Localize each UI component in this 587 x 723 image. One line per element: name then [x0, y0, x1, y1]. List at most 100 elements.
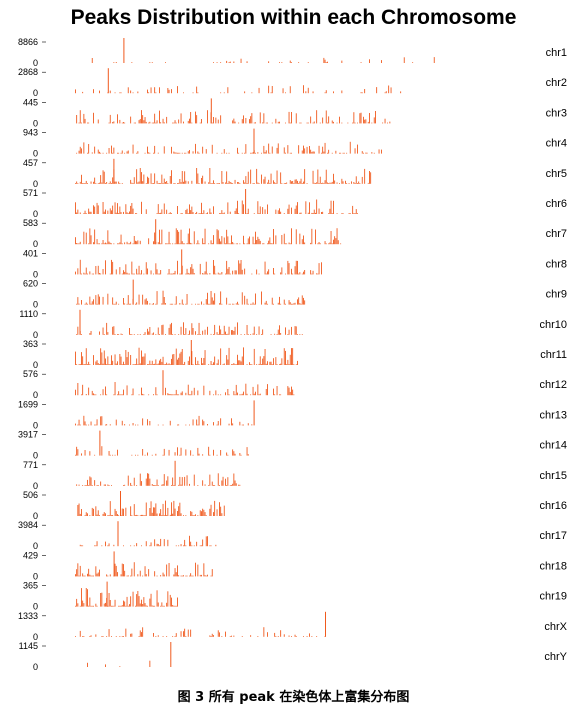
peak-bar [193, 231, 195, 245]
peak-bar [299, 233, 301, 245]
peak-bar [183, 575, 184, 577]
peak-bar [185, 180, 187, 184]
peak-bar [130, 506, 132, 516]
peak-bar [100, 481, 102, 486]
y-max-label-chrY: 1145 [19, 641, 38, 651]
peak-bar [121, 563, 123, 577]
peak-bar [160, 575, 162, 577]
peak-bar [93, 508, 94, 516]
peak-bar [133, 273, 135, 275]
peak-bar [102, 202, 104, 214]
peak-bar [180, 447, 182, 456]
peak-bar [144, 299, 146, 305]
peak-bar [168, 563, 170, 577]
peak-bar [238, 122, 240, 124]
peak-bar [95, 361, 97, 365]
peak-bar [180, 182, 182, 184]
peak-bar [131, 182, 133, 184]
peak-bar [151, 303, 153, 305]
peak-bar [154, 539, 156, 547]
peak-bar [196, 168, 198, 184]
peak-bar [203, 273, 205, 275]
peak-bar [189, 228, 190, 245]
peak-bar [180, 513, 182, 516]
peak-bar [87, 183, 88, 184]
peak-bar [239, 453, 241, 456]
peak-bar [190, 210, 192, 214]
peak-bar [256, 269, 258, 275]
peak-bar [118, 243, 120, 245]
peak-bar [276, 147, 278, 154]
peak-bar [180, 213, 182, 214]
peak-bar [389, 121, 391, 124]
peak-bar [109, 114, 111, 124]
peak-bar [150, 593, 152, 607]
peak-bar [107, 484, 109, 486]
peak-bar [281, 183, 283, 184]
peak-bar [197, 564, 199, 577]
peak-bar [309, 202, 310, 214]
peak-bar [211, 122, 213, 124]
peak-bar [149, 121, 151, 124]
peak-bar [96, 541, 98, 547]
peak-bar [256, 364, 258, 365]
peak-bar [88, 243, 90, 245]
peak-bar [237, 200, 238, 214]
peak-bar [207, 110, 208, 124]
peak-bar [217, 183, 219, 184]
peak-bar [238, 182, 240, 184]
peak-bar [262, 358, 264, 365]
peak-bar [199, 545, 201, 547]
peak-bar [150, 501, 152, 516]
peak-bars-chr1 [91, 38, 435, 63]
peak-bar [123, 600, 124, 607]
peak-bar [131, 261, 133, 275]
peak-bar [265, 122, 267, 124]
peak-bar [97, 205, 99, 214]
peak-bar [201, 357, 202, 365]
peak-bar [78, 484, 80, 486]
peak-bar [329, 182, 331, 184]
peak-bar [226, 485, 228, 486]
peak-bar [256, 168, 258, 184]
peak-bar [153, 241, 154, 245]
peak-bar [181, 477, 183, 486]
peak-bar [100, 273, 102, 275]
peak-bar [181, 299, 183, 305]
peak-bar [324, 180, 326, 184]
peak-bar [226, 260, 228, 275]
peak-bar [94, 177, 96, 184]
peak-bar [143, 334, 145, 335]
peak-bar [131, 394, 133, 396]
peak-bar [85, 348, 87, 365]
peak-bar [298, 297, 300, 305]
peak-bar [234, 480, 236, 486]
peak-bar [132, 183, 134, 184]
peak-bar [255, 391, 256, 396]
peak-bar [215, 544, 217, 547]
peak-bar [90, 477, 92, 486]
peak-bar [143, 273, 145, 275]
peak-bar [276, 386, 278, 396]
peak-bar [217, 421, 219, 426]
peak-bar [246, 243, 248, 245]
peak-bar [169, 514, 171, 516]
peak-bar [196, 541, 198, 547]
peak-bar [171, 358, 172, 365]
peak-bar [84, 118, 86, 124]
peak-bar [102, 269, 104, 275]
peak-bar [214, 356, 216, 365]
peak-bar [268, 85, 270, 94]
peak-bar [275, 183, 277, 184]
peak-bar [353, 213, 355, 214]
peak-bar [232, 364, 234, 365]
peak-bar [229, 182, 231, 184]
peak-bar [89, 451, 91, 456]
peak-bar [107, 605, 109, 607]
peak-bar [280, 272, 282, 275]
peak-bar [75, 574, 76, 577]
peak-bar [226, 297, 228, 305]
peak-bar [216, 424, 218, 426]
peak-bar [232, 120, 234, 124]
